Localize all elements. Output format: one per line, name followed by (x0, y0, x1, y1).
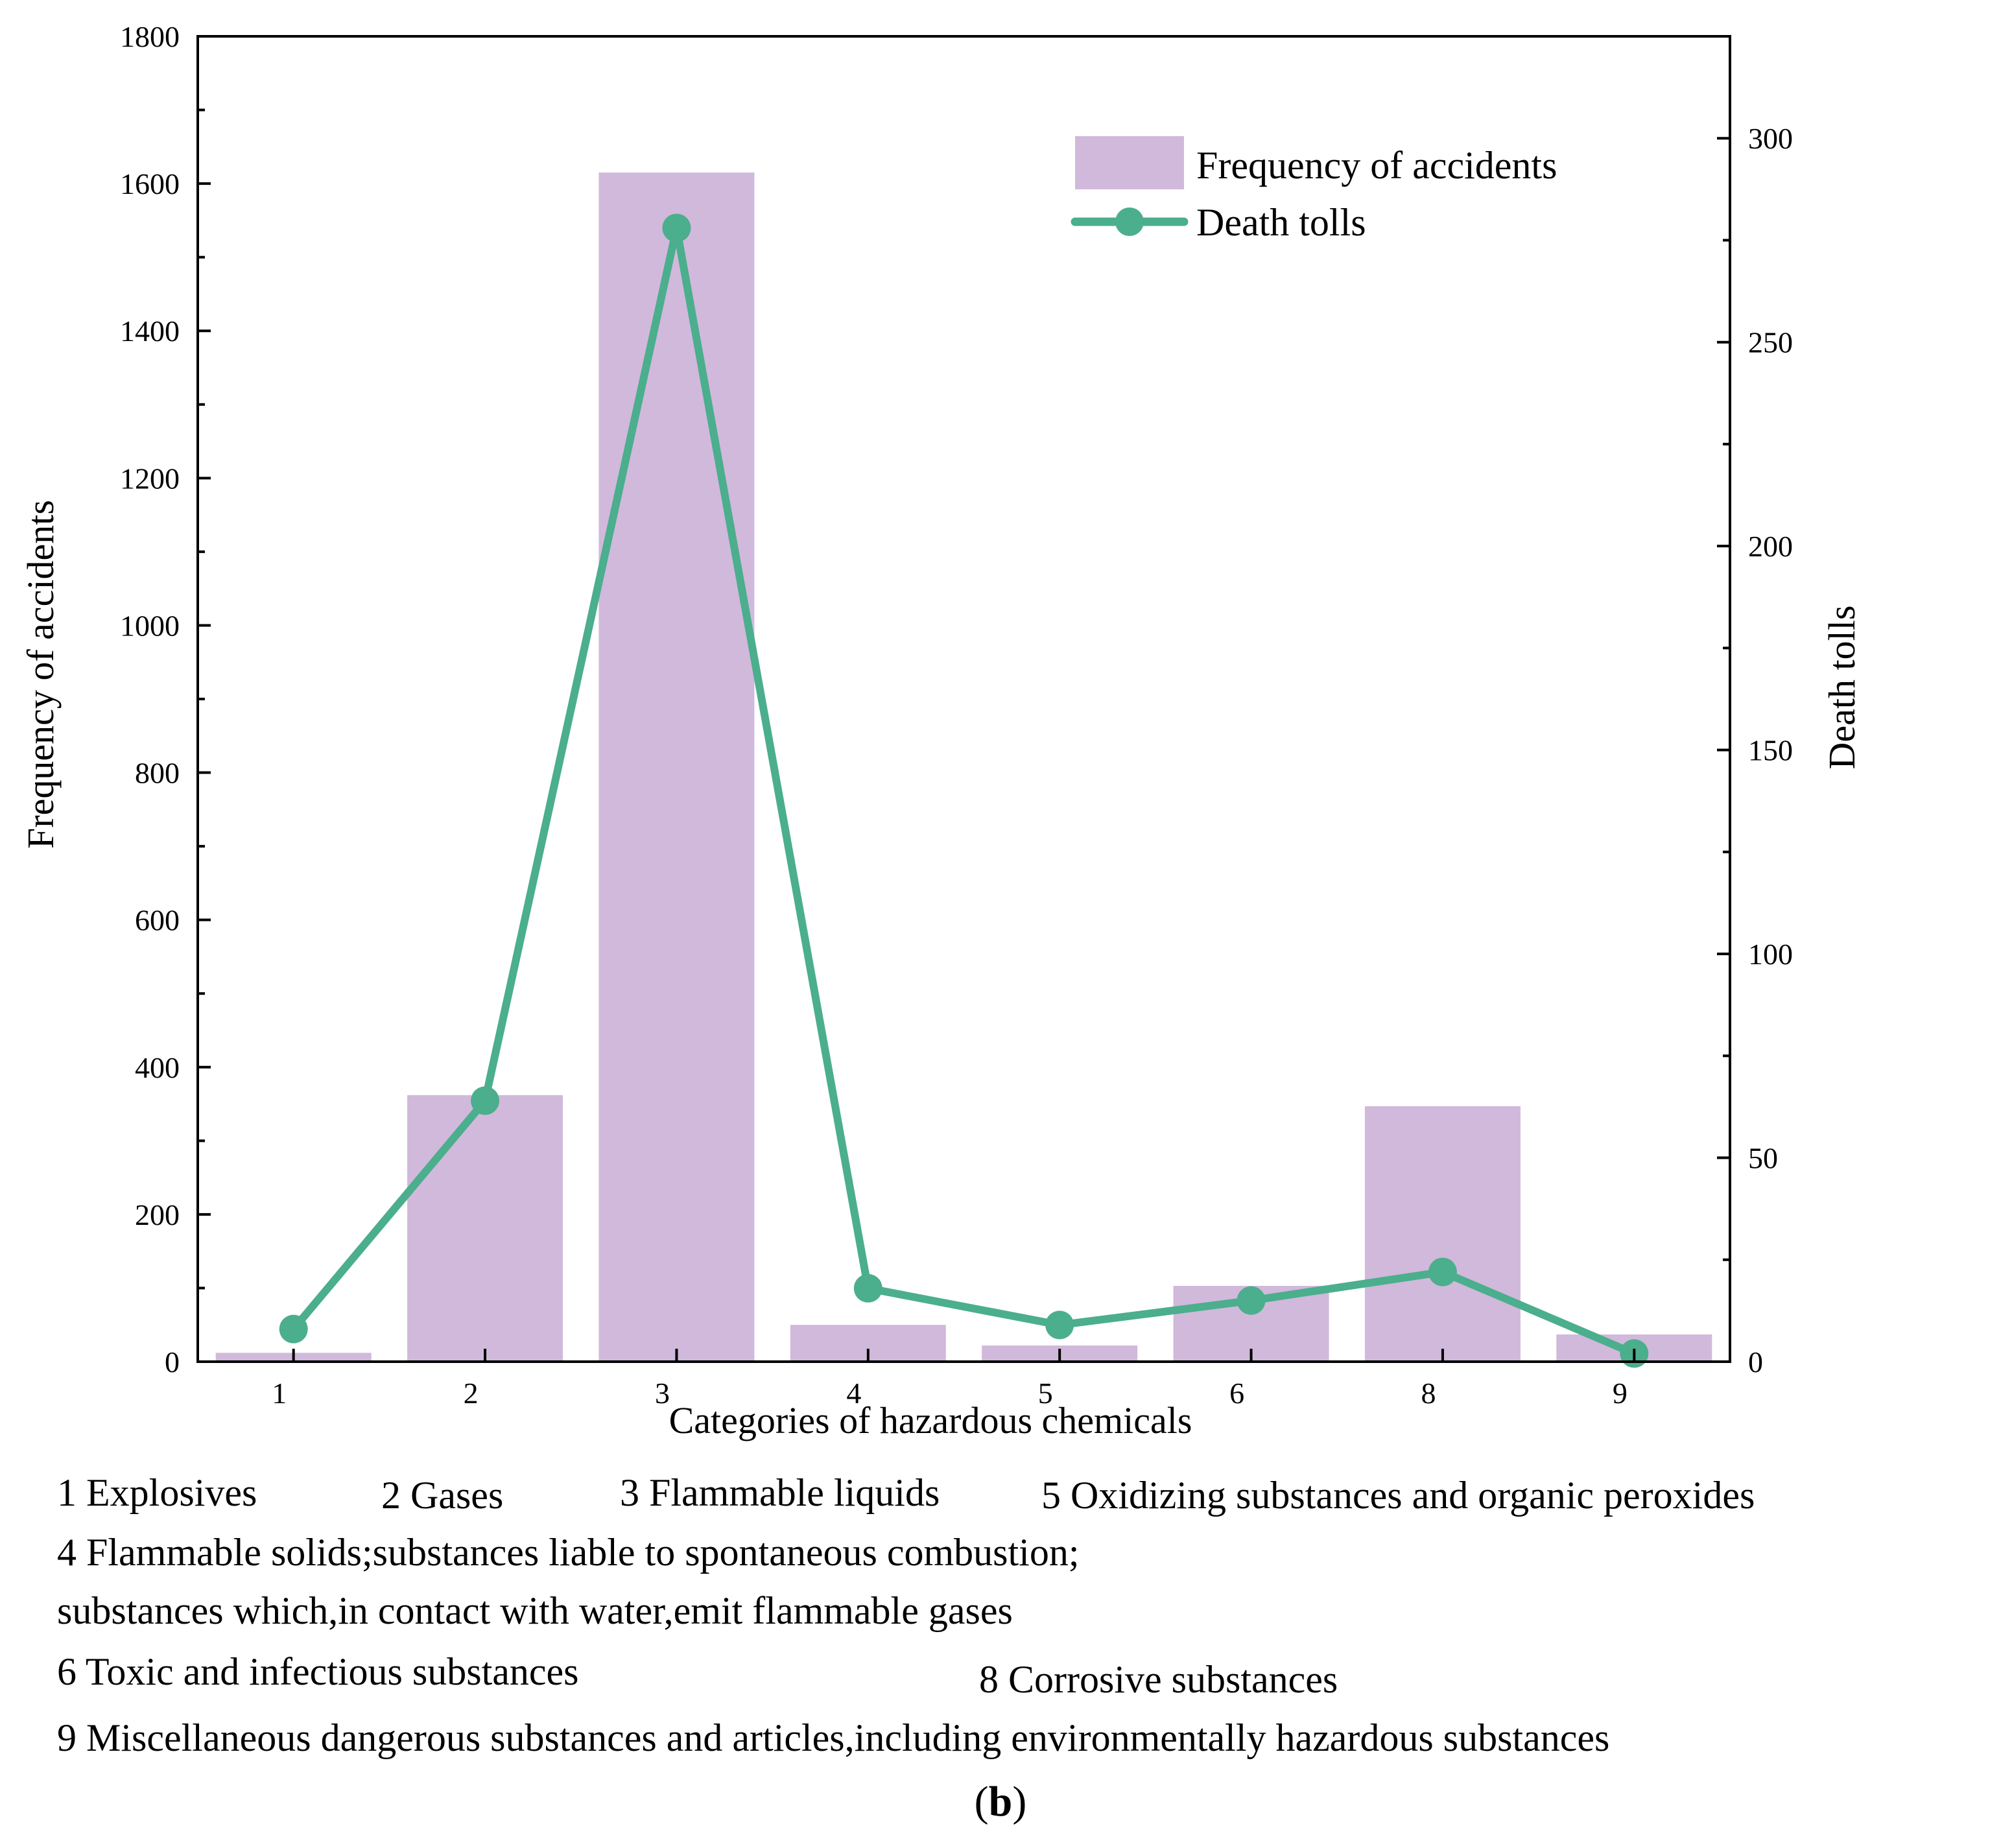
y-tick-label: 1400 (120, 314, 180, 348)
axes (196, 35, 1731, 1363)
y-tick-label: 1800 (120, 20, 180, 53)
x-tick-label-6: 6 (1229, 1377, 1244, 1410)
death-tolls-point-5 (1045, 1310, 1074, 1340)
y2-tick-label: 250 (1748, 326, 1793, 359)
figure-label-open: ( (975, 1778, 989, 1825)
y-axis-label: Frequency of accidents (19, 500, 62, 849)
death-tolls-point-8 (1428, 1257, 1457, 1286)
y-tick-label: 1600 (120, 167, 180, 200)
caption-category-2: 2 Gases (381, 1474, 503, 1517)
death-tolls-point-2 (471, 1086, 500, 1115)
y2-tick-label: 200 (1748, 530, 1793, 563)
caption-category-3: 3 Flammable liquids (620, 1471, 940, 1514)
x-tick-label-3: 3 (655, 1377, 670, 1410)
figure-label-letter: b (989, 1778, 1013, 1825)
bar-8 (1364, 1106, 1521, 1362)
y2-tick-label: 0 (1748, 1345, 1763, 1379)
y-tick-label: 600 (135, 904, 180, 937)
y-tick-label: 400 (135, 1051, 180, 1084)
y2-tick-label: 150 (1748, 734, 1793, 767)
death-tolls-point-3 (662, 213, 691, 243)
y2-tick-label: 300 (1748, 122, 1793, 155)
x-tick-label-1: 1 (272, 1377, 287, 1410)
bar-series (215, 172, 1712, 1362)
x-tick-label-9: 9 (1613, 1377, 1628, 1410)
x-tick-label-5: 5 (1038, 1377, 1053, 1410)
x-tick-label-2: 2 (464, 1377, 479, 1410)
caption-category-5: 5 Oxidizing substances and organic perox… (1041, 1474, 1755, 1517)
legend-bar-swatch (1075, 136, 1184, 189)
line-series (279, 213, 1649, 1368)
legend-line-marker (1115, 207, 1144, 236)
y-tick-label: 0 (165, 1345, 180, 1379)
figure-caption: 1 Explosives 2 Gases 3 Flammable liquids… (57, 1471, 1755, 1825)
y-tick-label: 800 (135, 757, 180, 790)
figure-label-close: ) (1012, 1778, 1026, 1825)
y2-tick-label: 50 (1748, 1142, 1778, 1175)
figure-label: (b) (975, 1778, 1027, 1825)
x-tick-label-4: 4 (846, 1377, 861, 1410)
y2-tick-label: 100 (1748, 938, 1793, 971)
caption-category-9: 9 Miscellaneous dangerous substances and… (57, 1716, 1609, 1759)
caption-category-6: 6 Toxic and infectious substances (57, 1650, 579, 1693)
caption-category-4-line-2: substances which,in contact with water,e… (57, 1589, 1013, 1632)
legend: Frequency of accidents Death tolls (1071, 136, 1557, 244)
legend-bar-label: Frequency of accidents (1196, 144, 1557, 187)
bar-2 (407, 1095, 563, 1362)
death-tolls-point-6 (1237, 1286, 1266, 1315)
tick-labels: 0200400600800100012001400160018000501001… (120, 20, 1793, 1410)
y-tick-label: 1000 (120, 609, 180, 642)
caption-category-4-line-1: 4 Flammable solids;substances liable to … (57, 1531, 1080, 1574)
legend-line-label: Death tolls (1196, 201, 1366, 244)
x-tick-label-8: 8 (1421, 1377, 1436, 1410)
caption-category-8: 8 Corrosive substances (979, 1658, 1338, 1701)
death-tolls-point-4 (853, 1273, 882, 1303)
x-axis-label: Categories of hazardous chemicals (669, 1399, 1192, 1441)
death-tolls-line (289, 224, 1639, 1358)
y2-axis-label: Death tolls (1821, 606, 1863, 770)
caption-category-1: 1 Explosives (57, 1471, 257, 1514)
death-tolls-point-1 (279, 1314, 308, 1344)
y-tick-label: 200 (135, 1198, 180, 1231)
bar-3 (598, 172, 755, 1362)
y-tick-label: 1200 (120, 462, 180, 495)
